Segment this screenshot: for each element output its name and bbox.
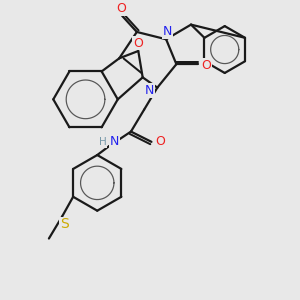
- Text: N: N: [144, 84, 154, 97]
- Text: H: H: [99, 137, 106, 147]
- Text: O: O: [202, 59, 212, 72]
- Text: O: O: [116, 2, 126, 15]
- Text: N: N: [163, 26, 172, 38]
- Text: N: N: [110, 135, 119, 148]
- Text: O: O: [155, 135, 165, 148]
- Text: O: O: [133, 37, 143, 50]
- Text: S: S: [60, 218, 69, 232]
